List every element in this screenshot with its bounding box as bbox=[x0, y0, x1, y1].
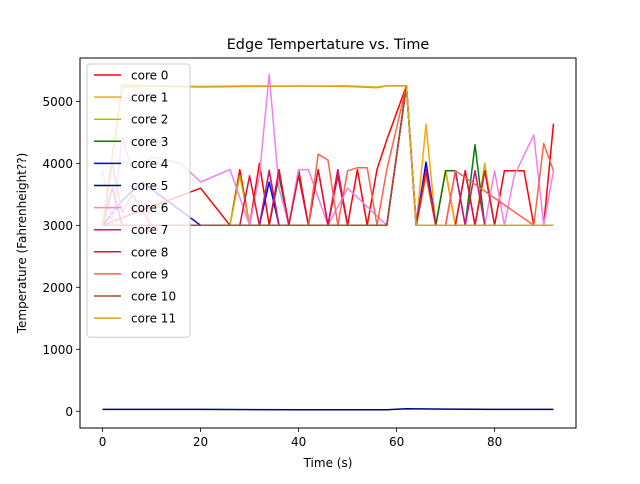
legend-label: core 1 bbox=[131, 91, 168, 105]
x-axis-label: Time (s) bbox=[303, 456, 353, 470]
legend-label: core 11 bbox=[131, 312, 176, 326]
y-tick-label: 0 bbox=[65, 405, 73, 419]
legend-label: core 2 bbox=[131, 113, 168, 127]
legend-label: core 3 bbox=[131, 135, 168, 149]
chart-title: Edge Tempertature vs. Time bbox=[227, 37, 430, 53]
legend-label: core 9 bbox=[131, 267, 168, 281]
x-tick-label: 0 bbox=[99, 435, 107, 449]
x-tick-label: 40 bbox=[291, 435, 306, 449]
plot-frame bbox=[79, 57, 577, 429]
y-tick-label: 3000 bbox=[42, 219, 73, 233]
y-tick-label: 2000 bbox=[42, 281, 73, 295]
y-tick-label: 1000 bbox=[42, 343, 73, 357]
legend-label: core 0 bbox=[131, 69, 168, 83]
legend-box bbox=[86, 63, 191, 338]
y-tick-label: 5000 bbox=[42, 95, 73, 109]
legend-label: core 4 bbox=[131, 157, 168, 171]
x-axis: 0 20 40 60 80 bbox=[99, 428, 502, 449]
legend-label: core 7 bbox=[131, 223, 168, 237]
y-axis-label: Temperature (Fahrenheight??) bbox=[15, 153, 29, 335]
x-tick-label: 60 bbox=[389, 435, 404, 449]
x-tick-label: 80 bbox=[487, 435, 502, 449]
y-tick-label: 4000 bbox=[42, 157, 73, 171]
legend-label: core 5 bbox=[131, 179, 168, 193]
legend-label: core 6 bbox=[131, 201, 168, 215]
legend: core 0 core 1 core 2 core 3 core 4 core 5 core… bbox=[86, 63, 191, 338]
legend-label: core 10 bbox=[131, 290, 176, 304]
legend-label: core 8 bbox=[131, 245, 168, 259]
y-axis: 0 1000 2000 3000 4000 5000 bbox=[42, 95, 80, 419]
x-tick-label: 20 bbox=[193, 435, 208, 449]
series-line-core-5 bbox=[102, 408, 554, 411]
